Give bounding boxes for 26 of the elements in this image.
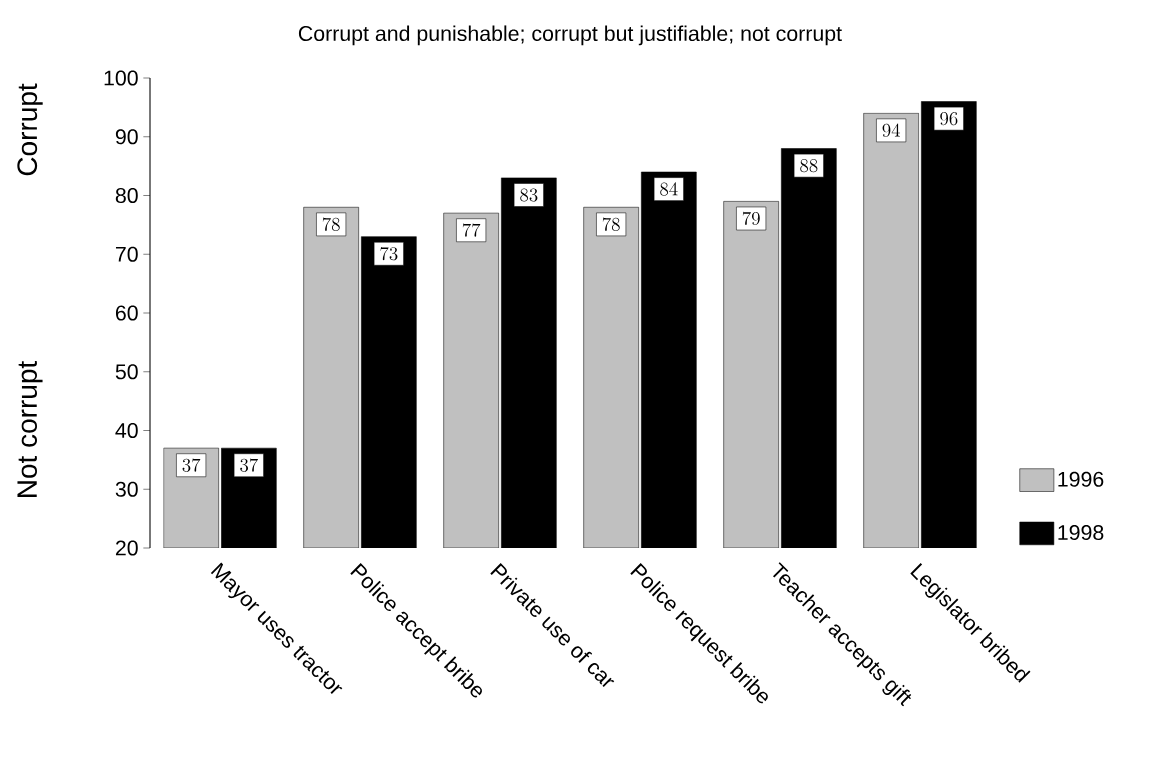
data-label: 73 [380,246,398,261]
chart-title: Corrupt and punishable; corrupt but justifiable; not corrupt [298,25,842,46]
y-tick-label: 60 [115,305,138,321]
data-label: 78 [322,217,340,231]
data-label: 96 [940,112,958,126]
data-label: 94 [882,123,901,137]
data-label: 88 [800,159,818,173]
y-tick-label: 30 [115,481,138,497]
data-label: 78 [602,217,620,231]
y-tick-label: 100 [104,70,138,86]
data-label: 77 [462,223,481,237]
y-tick-label: 90 [115,129,138,145]
y-tick-label: 80 [115,187,138,204]
y-axis-title: Not corrupt [17,361,43,497]
legend-label: 1996 [1058,471,1104,487]
y-tick-label: 70 [115,246,138,262]
legend-label: 1998 [1058,524,1104,541]
text: Corrupt [17,83,43,176]
y-tick-label: 50 [115,364,138,380]
data-label: 84 [660,182,678,196]
y-tick-label: 40 [115,422,138,439]
data-label: 37 [240,458,258,472]
data-label: 83 [520,188,538,202]
data-label: 79 [742,211,760,226]
y-tick-label: 20 [115,540,138,556]
data-label: 37 [182,458,201,472]
